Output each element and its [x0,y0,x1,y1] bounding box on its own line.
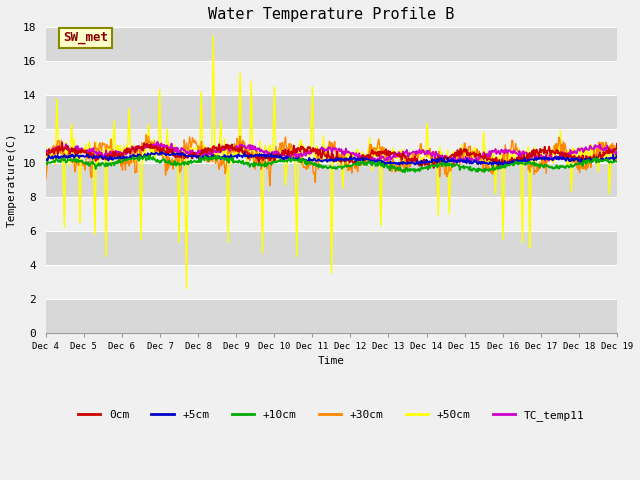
Bar [45,299,617,333]
+50cm [109,145,116,151]
Y-axis label: Temperature(C): Temperature(C) [7,133,17,228]
X-axis label: Time: Time [318,356,345,366]
+50cm [244,148,252,154]
0cm [214,146,222,152]
Bar [45,163,617,197]
+50cm [42,143,49,148]
+5cm [109,157,116,163]
+10cm [214,155,222,161]
+10cm [401,169,408,175]
+30cm [264,155,272,160]
Text: SW_met: SW_met [63,31,108,44]
TC_temp11 [214,149,222,155]
+5cm [243,154,251,159]
+5cm [214,156,222,161]
+50cm [216,144,223,150]
+30cm [424,148,431,154]
+30cm [42,176,49,182]
Bar [45,0,617,27]
+50cm [182,286,190,291]
+50cm [266,149,273,155]
+30cm [143,132,150,138]
0cm [423,157,431,163]
Bar [45,95,617,129]
+10cm [109,160,116,166]
Line: +5cm: +5cm [45,152,617,166]
0cm [58,140,66,145]
Bar [45,197,617,231]
TC_temp11 [264,153,272,158]
Bar [45,129,617,163]
+5cm [264,153,272,158]
+10cm [42,160,49,166]
TC_temp11 [423,148,431,154]
+50cm [424,130,431,135]
+10cm [243,160,251,166]
Line: +50cm: +50cm [45,36,617,288]
TC_temp11 [154,139,161,144]
Bar [45,231,617,265]
Bar [45,265,617,299]
TC_temp11 [109,149,116,155]
Title: Water Temperature Profile B: Water Temperature Profile B [208,7,454,22]
+5cm [381,163,388,168]
+10cm [212,153,220,158]
TC_temp11 [613,148,621,154]
+30cm [392,166,399,172]
TC_temp11 [42,151,49,156]
0cm [264,153,272,159]
Line: 0cm: 0cm [45,143,617,168]
+5cm [424,159,431,165]
0cm [109,149,117,155]
+10cm [613,159,621,165]
Bar [45,61,617,95]
TC_temp11 [450,160,458,166]
+10cm [391,164,399,170]
+5cm [42,157,49,163]
Line: +30cm: +30cm [45,135,617,186]
0cm [243,149,251,155]
Legend: 0cm, +5cm, +10cm, +30cm, +50cm, TC_temp11: 0cm, +5cm, +10cm, +30cm, +50cm, TC_temp1… [74,406,589,425]
Line: +10cm: +10cm [45,156,617,172]
+30cm [109,147,116,153]
TC_temp11 [243,145,251,151]
0cm [430,165,438,171]
+30cm [214,164,222,169]
0cm [613,141,621,147]
Bar [45,27,617,61]
+30cm [243,149,251,155]
+50cm [392,154,399,160]
+50cm [209,33,217,39]
+5cm [158,149,166,155]
+5cm [613,153,621,158]
+5cm [392,161,399,167]
+30cm [613,154,621,160]
Line: TC_temp11: TC_temp11 [45,142,617,163]
+10cm [424,167,431,172]
+10cm [264,160,272,166]
0cm [42,152,49,158]
+30cm [266,183,274,189]
0cm [391,150,399,156]
TC_temp11 [391,154,399,160]
+50cm [613,159,621,165]
